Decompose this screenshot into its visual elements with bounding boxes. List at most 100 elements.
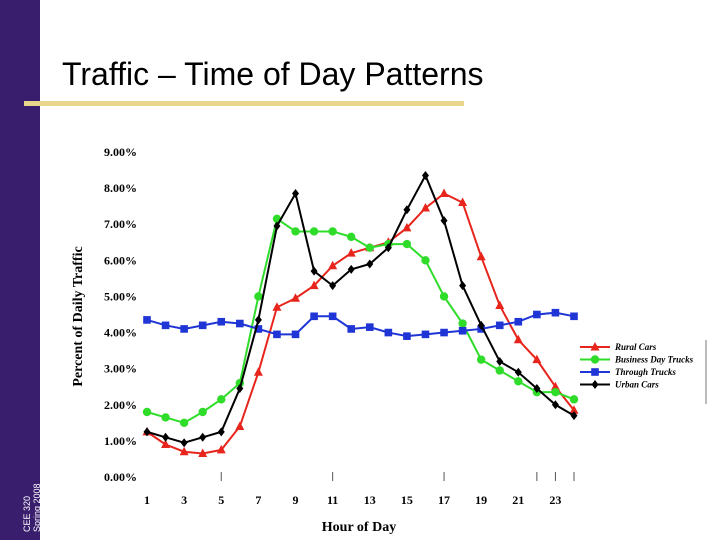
business-day-trucks-point bbox=[458, 319, 467, 328]
through-trucks-point bbox=[254, 325, 263, 333]
business-day-trucks-point bbox=[421, 256, 430, 265]
x-tick-label: 19 bbox=[475, 493, 487, 507]
x-tick-label: 23 bbox=[549, 493, 561, 507]
business-day-trucks-point bbox=[142, 407, 152, 417]
through-trucks-point bbox=[551, 308, 560, 317]
y-axis-title: Percent of Daily Traffic bbox=[71, 246, 86, 386]
rural-cars-point bbox=[161, 439, 171, 448]
rural-cars-point bbox=[439, 188, 449, 198]
rural-cars-point bbox=[253, 367, 263, 376]
through-trucks-point bbox=[217, 317, 226, 326]
business-day-trucks-point bbox=[495, 366, 504, 375]
through-trucks-point bbox=[403, 332, 411, 340]
rural-cars-point bbox=[458, 197, 468, 207]
urban-cars-point bbox=[384, 243, 392, 253]
rural-cars-point bbox=[235, 421, 245, 430]
through-trucks-point bbox=[570, 312, 578, 321]
urban-cars-point bbox=[180, 438, 188, 448]
through-trucks-point bbox=[440, 328, 448, 337]
rural-cars-point bbox=[309, 280, 319, 290]
sidebar: CEE 320 Spring 2008 bbox=[0, 0, 42, 540]
urban-cars-point bbox=[273, 221, 281, 231]
urban-cars-point bbox=[403, 205, 411, 215]
rural-cars-point bbox=[346, 248, 356, 257]
x-axis-title: Hour of Day bbox=[322, 520, 396, 535]
legend-label: Rural Cars bbox=[614, 342, 657, 352]
urban-cars-point bbox=[292, 189, 300, 199]
rural-cars-point bbox=[291, 293, 301, 302]
y-tick-label: 6.00% bbox=[104, 253, 137, 267]
y-tick-label: 9.00% bbox=[104, 145, 137, 159]
business-day-trucks-point bbox=[291, 227, 300, 236]
urban-cars-point bbox=[347, 264, 355, 274]
business-day-trucks-point bbox=[514, 377, 523, 386]
rural-cars-point bbox=[328, 260, 338, 270]
through-trucks-point bbox=[514, 317, 523, 326]
y-tick-label: 3.00% bbox=[104, 362, 137, 376]
business-day-trucks-point bbox=[161, 413, 170, 422]
legend-rural-cars-point bbox=[590, 342, 600, 351]
business-day-trucks-point bbox=[217, 395, 226, 404]
rural-cars-point bbox=[198, 448, 208, 458]
x-tick-label: 5 bbox=[218, 493, 224, 507]
business-day-trucks-point bbox=[402, 239, 412, 249]
business-day-trucks-point bbox=[328, 227, 337, 236]
through-trucks-point bbox=[161, 321, 170, 330]
through-trucks-point bbox=[365, 323, 374, 331]
y-tick-label: 2.00% bbox=[104, 398, 137, 412]
legend-business-day-trucks-point bbox=[590, 355, 600, 364]
business-day-trucks-point bbox=[179, 418, 189, 428]
legend-through-trucks-point bbox=[591, 368, 599, 376]
urban-cars-point bbox=[459, 281, 467, 291]
rural-cars-point bbox=[476, 251, 486, 261]
rural-cars-point bbox=[495, 300, 505, 309]
urban-cars-point bbox=[514, 367, 522, 377]
through-trucks-point bbox=[328, 312, 337, 321]
rural-cars-point bbox=[513, 334, 523, 344]
through-trucks-point bbox=[533, 310, 541, 319]
legend-label: Through Trucks bbox=[615, 367, 676, 377]
rural-cars-point bbox=[216, 444, 226, 454]
through-trucks-point bbox=[198, 321, 207, 330]
y-tick-label: 4.00% bbox=[104, 326, 137, 340]
through-trucks-point bbox=[291, 330, 300, 339]
rural-cars-point bbox=[272, 302, 282, 311]
urban-cars-point bbox=[570, 411, 578, 421]
business-day-trucks-point bbox=[198, 407, 207, 417]
through-trucks-point bbox=[273, 330, 281, 339]
through-trucks-point bbox=[421, 330, 430, 339]
y-tick-label: 8.00% bbox=[104, 181, 137, 195]
x-tick-label: 15 bbox=[401, 493, 413, 507]
through-trucks-point bbox=[310, 312, 318, 321]
rural-cars-point bbox=[569, 405, 579, 414]
business-day-trucks-point bbox=[254, 292, 263, 301]
urban-cars-point bbox=[533, 384, 541, 394]
urban-cars-line bbox=[146, 173, 575, 444]
urban-cars-point bbox=[366, 259, 374, 269]
x-tick-label: 13 bbox=[364, 493, 376, 507]
through-trucks-point bbox=[458, 326, 467, 335]
through-trucks-point bbox=[384, 328, 393, 337]
through-trucks-point bbox=[143, 316, 151, 324]
legend-label: Urban Cars bbox=[615, 380, 659, 390]
rural-cars-point bbox=[550, 381, 560, 391]
rural-cars-point bbox=[532, 354, 542, 364]
x-tick-label: 7 bbox=[255, 493, 261, 507]
rural-cars-point bbox=[420, 202, 430, 212]
page-title: Traffic – Time of Day Patterns bbox=[62, 56, 484, 92]
through-trucks-point bbox=[180, 325, 188, 333]
business-day-trucks-point bbox=[551, 387, 560, 397]
business-day-trucks-point bbox=[569, 395, 579, 404]
accent-bar bbox=[24, 101, 464, 106]
y-tick-label: 0.00% bbox=[104, 470, 137, 484]
urban-cars-point bbox=[162, 432, 170, 442]
legend-label: Business Day Trucks bbox=[614, 355, 694, 365]
y-tick-label: 7.00% bbox=[104, 217, 137, 231]
urban-cars-point bbox=[496, 356, 504, 366]
urban-cars-point bbox=[310, 266, 318, 276]
urban-cars-point bbox=[199, 432, 207, 442]
rural-cars-point bbox=[402, 222, 412, 232]
urban-cars-point bbox=[236, 384, 244, 394]
urban-cars-point bbox=[421, 170, 429, 180]
